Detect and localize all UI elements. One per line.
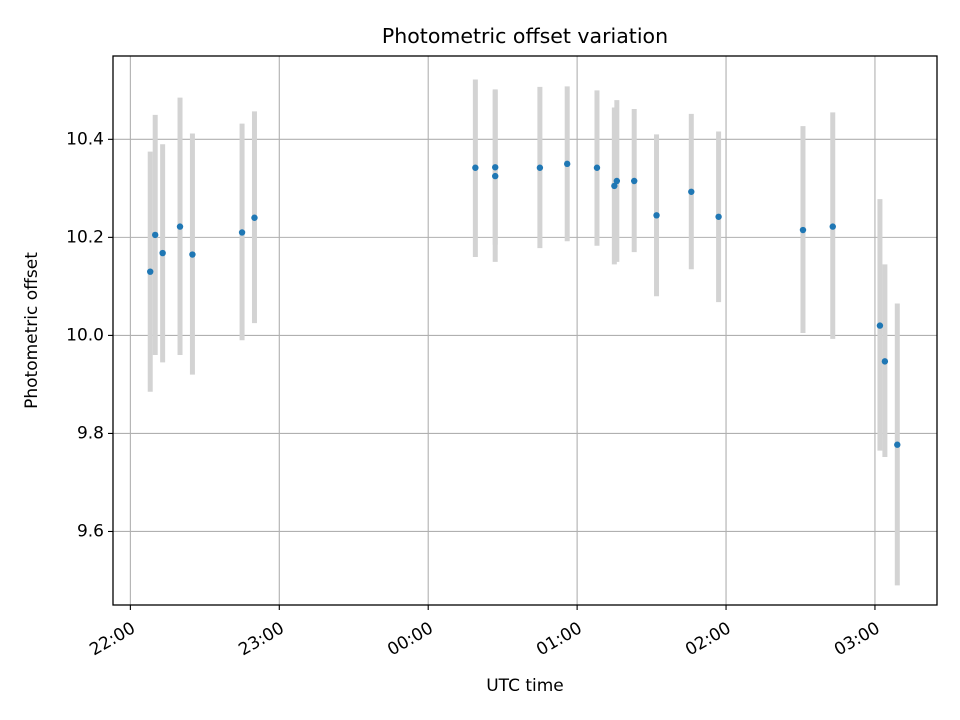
grid — [113, 56, 937, 605]
data-point — [492, 172, 499, 180]
data-point — [688, 188, 695, 195]
x-axis-label: UTC time — [486, 676, 564, 696]
data-point — [536, 164, 544, 171]
data-point — [881, 358, 889, 365]
data-points — [147, 160, 901, 448]
y-tick-label: 10.4 — [66, 129, 104, 149]
data-point — [876, 322, 884, 329]
data-point — [894, 441, 901, 448]
data-point — [829, 223, 836, 230]
chart-title: Photometric offset variation — [382, 24, 668, 48]
data-point — [611, 182, 618, 190]
data-point — [251, 214, 258, 221]
data-point — [563, 160, 571, 168]
data-point — [238, 229, 246, 236]
data-point — [613, 177, 621, 185]
y-tick-label: 10.2 — [66, 227, 104, 247]
data-point — [593, 164, 601, 171]
data-point — [189, 251, 196, 258]
y-tick-label: 9.8 — [77, 423, 104, 443]
data-point — [159, 249, 166, 257]
data-point — [176, 223, 184, 230]
data-point — [715, 213, 722, 220]
data-point — [492, 164, 499, 171]
y-axis-label: Photometric offset — [22, 252, 42, 409]
data-point — [653, 212, 660, 219]
data-point — [799, 226, 807, 234]
plot-frame — [112, 55, 938, 606]
data-point — [631, 177, 638, 185]
data-point — [147, 268, 154, 275]
y-tick-label: 10.0 — [66, 325, 104, 345]
data-point — [472, 164, 479, 171]
y-tick-label: 9.6 — [77, 521, 104, 541]
data-point — [151, 231, 159, 239]
